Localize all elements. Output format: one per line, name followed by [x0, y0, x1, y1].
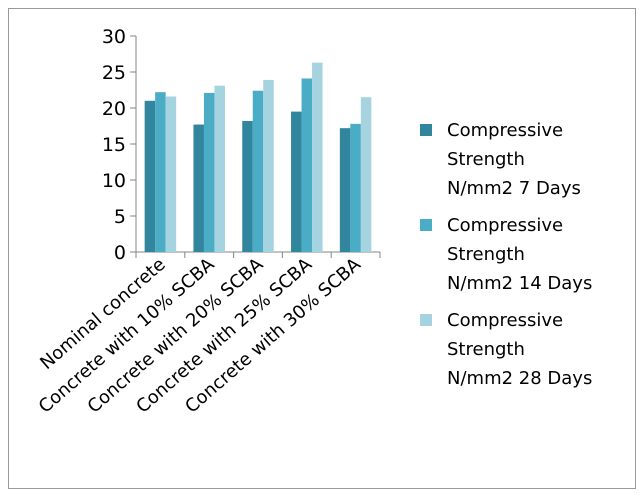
- legend-label: Compressive: [447, 310, 563, 331]
- y-tick-label: 0: [114, 242, 126, 264]
- y-tick-label: 20: [102, 98, 126, 120]
- legend-swatch: [420, 314, 432, 326]
- bar: [263, 79, 274, 252]
- legend-swatch: [420, 219, 432, 231]
- bar: [193, 124, 204, 252]
- legend-label: Compressive: [447, 120, 563, 141]
- bar: [301, 78, 313, 252]
- bar: [360, 97, 372, 252]
- bar: [144, 100, 156, 252]
- bars: [144, 62, 372, 253]
- legend-label: Strength: [447, 339, 525, 360]
- bar: [252, 90, 264, 252]
- bar: [339, 128, 351, 252]
- y-tick-label: 10: [102, 170, 126, 192]
- bar: [350, 123, 361, 252]
- legend-label: N/mm2 7 Days: [447, 178, 581, 199]
- legend-label: N/mm2 28 Days: [447, 368, 592, 389]
- legend-label: Strength: [447, 149, 525, 170]
- y-tick-label: 25: [102, 62, 126, 84]
- bar: [155, 92, 166, 252]
- bar: [203, 92, 215, 252]
- y-axis: 0 5 10 15 20 25 30: [102, 26, 137, 264]
- y-tick-label: 5: [114, 206, 126, 228]
- y-tick-label: 15: [102, 134, 126, 156]
- legend-item: Compressive Strength N/mm2 7 Days: [420, 120, 581, 199]
- bar: [312, 62, 323, 252]
- legend-label: N/mm2 14 Days: [447, 273, 592, 294]
- bar: [242, 120, 253, 253]
- bar: [165, 96, 177, 252]
- legend-item: Compressive Strength N/mm2 14 Days: [420, 215, 592, 294]
- legend-label: Compressive: [447, 215, 563, 236]
- bar: [291, 111, 302, 252]
- legend-item: Compressive Strength N/mm2 28 Days: [420, 310, 592, 389]
- legend-label: Strength: [447, 244, 525, 265]
- legend-swatch: [420, 124, 432, 136]
- bar: [214, 85, 225, 253]
- y-tick-label: 30: [102, 26, 126, 48]
